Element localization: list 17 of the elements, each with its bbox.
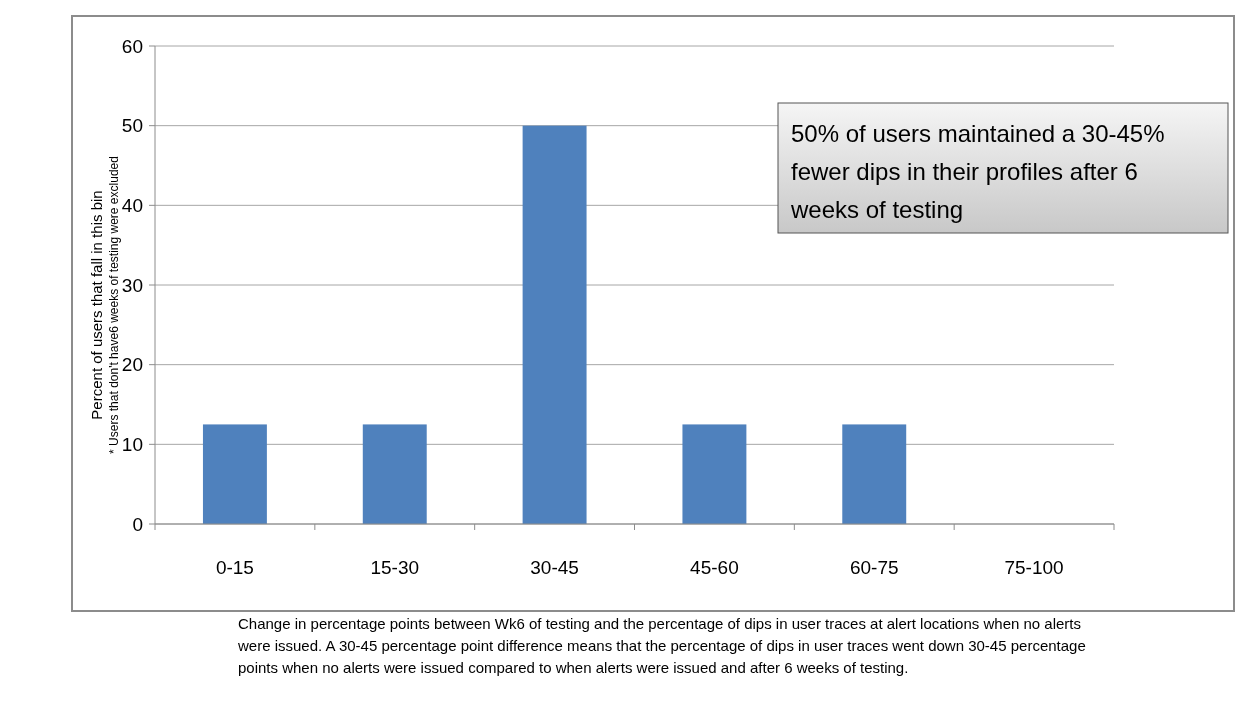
text: * Users that don't have6 weeks of testing were excluded bbox=[107, 156, 121, 454]
y-tick-label: 10 bbox=[121, 433, 143, 455]
x-tick-label: 45-60 bbox=[690, 557, 739, 578]
y-tick-label: 0 bbox=[132, 513, 143, 535]
y-tick-label: 20 bbox=[121, 354, 143, 376]
x-tick-label: 30-45 bbox=[530, 557, 579, 578]
x-tick-label: 60-75 bbox=[849, 557, 899, 578]
x-axis-title: Change in percentage points between Wk6 of testing and the percentage of dips in user traces at alert locations when no alerts were issued. A 30-45 percentage point difference means that the percentage of dips in user traces went down 30-45 percentage points when no alerts were issued compared to when alerts were issued and after 6 weeks of testing. bbox=[237, 615, 1086, 676]
y-axis-title: Percent of users that fall in this bin bbox=[88, 190, 105, 420]
y-tick-label: 50 bbox=[121, 115, 143, 137]
y-tick-label: 40 bbox=[121, 194, 143, 216]
x-tick-label: 0-15 bbox=[215, 557, 254, 578]
x-tick-label: 15-30 bbox=[370, 557, 420, 578]
annotation: 50% of users maintained a 30-45% fewer dips in their profiles after 6 weeks of testing bbox=[790, 120, 1165, 223]
y-tick-label: 60 bbox=[121, 35, 143, 57]
x-tick-label: 75-100 bbox=[1004, 557, 1064, 578]
y-tick-label: 30 bbox=[121, 274, 143, 296]
